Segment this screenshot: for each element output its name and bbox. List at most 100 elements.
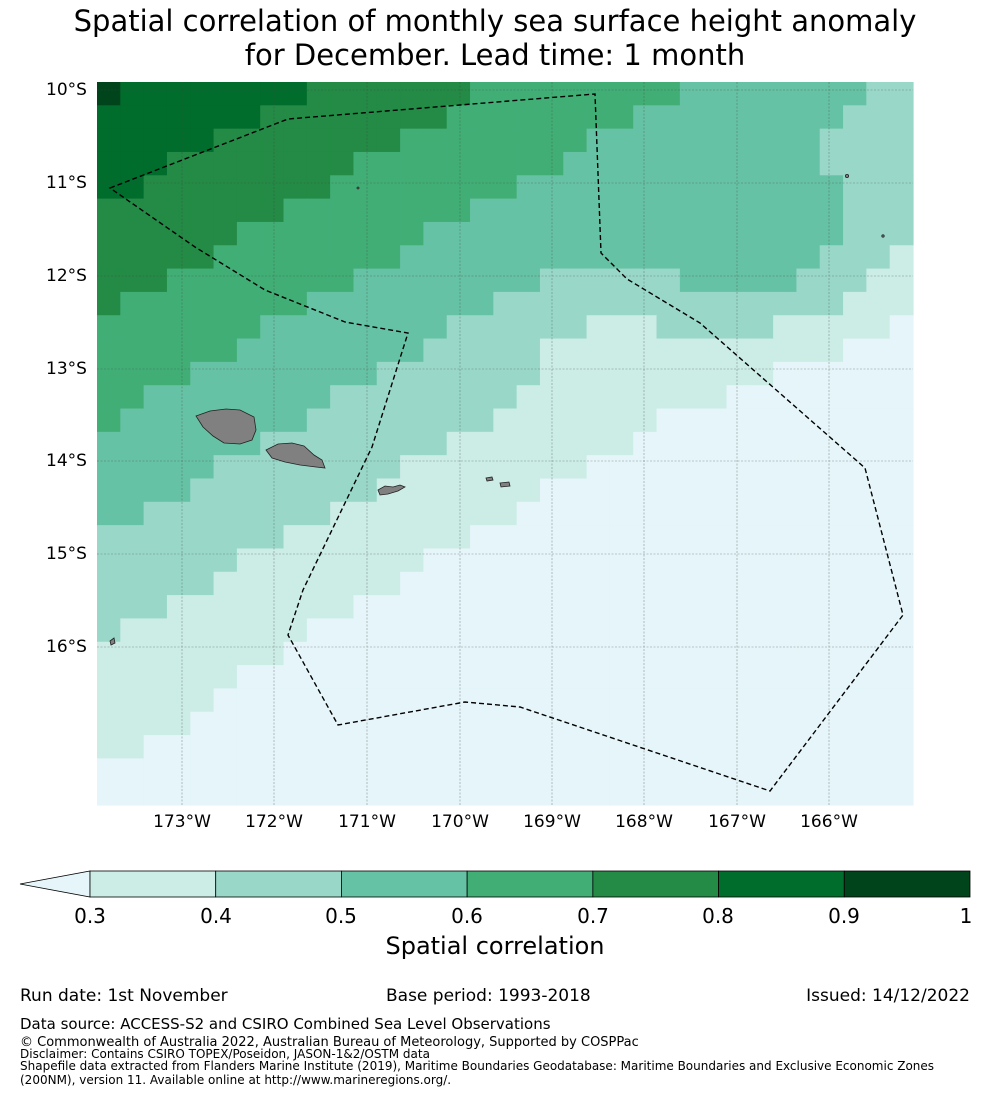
grid-cell [773, 221, 798, 246]
grid-cell [353, 315, 378, 340]
grid-cell [213, 175, 238, 200]
grid-cell [633, 711, 658, 736]
grid-cell [283, 408, 308, 433]
colorbar-tick-0.5: 0.5 [325, 904, 357, 928]
grid-cell [470, 198, 494, 223]
grid-cell [866, 665, 891, 689]
grid-cell [353, 105, 378, 130]
grid-cell [563, 595, 588, 620]
grid-cell [120, 338, 145, 363]
grid-cell [633, 82, 658, 106]
grid-cell [843, 151, 867, 176]
grid-cell [470, 268, 494, 293]
grid-cell [330, 455, 355, 480]
grid-cell [330, 758, 355, 783]
grid-cell [306, 221, 331, 246]
grid-cell [400, 268, 424, 293]
grid-cell [283, 151, 308, 176]
grid-cell [423, 781, 448, 806]
grid-cell [190, 198, 215, 223]
grid-cell [563, 105, 588, 130]
grid-cell [353, 385, 378, 410]
grid-cell [283, 361, 308, 386]
grid-cell [376, 105, 401, 130]
grid-cell [236, 618, 261, 643]
grid-cell [353, 688, 378, 713]
grid-cell [726, 618, 751, 643]
grid-cell [493, 758, 518, 783]
grid-cell [866, 221, 891, 246]
grid-cell [353, 478, 378, 503]
grid-cell [726, 175, 751, 200]
grid-cell [843, 525, 867, 550]
grid-cell [656, 82, 681, 106]
grid-cell [143, 338, 168, 363]
grid-cell [306, 385, 331, 410]
grid-cell [166, 221, 191, 246]
grid-cell [656, 548, 681, 573]
grid-cell [656, 338, 681, 363]
grid-cell [633, 735, 658, 759]
grid-cell [376, 82, 401, 106]
grid-cell [143, 455, 168, 480]
grid-cell [609, 128, 634, 153]
grid-cell [679, 408, 704, 433]
grid-cell [889, 268, 914, 293]
grid-cell [470, 175, 494, 200]
grid-cell [796, 128, 821, 153]
grid-cell [330, 385, 355, 410]
grid-cell [633, 385, 658, 410]
grid-cell [563, 501, 588, 526]
grid-cell [633, 105, 658, 130]
grid-cell [260, 268, 285, 293]
grid-cell [726, 105, 751, 130]
grid-cell [423, 711, 448, 736]
grid-cell [866, 128, 891, 153]
grid-cell [423, 735, 448, 759]
grid-cell [120, 735, 145, 759]
grid-cell [819, 198, 844, 223]
grid-cell [516, 408, 541, 433]
grid-cell [796, 665, 821, 689]
grid-cell [353, 128, 378, 153]
grid-cell [97, 221, 121, 246]
grid-cell [306, 501, 331, 526]
grid-cell [143, 151, 168, 176]
grid-cell [423, 618, 448, 643]
grid-cell [120, 711, 145, 736]
grid-cell [190, 431, 215, 456]
grid-cell [470, 548, 494, 573]
grid-cell [376, 338, 401, 363]
grid-cell [749, 151, 774, 176]
grid-cell [470, 595, 494, 620]
grid-cell [283, 595, 308, 620]
grid-cell [609, 151, 634, 176]
grid-cell [516, 618, 541, 643]
grid-cell [446, 688, 471, 713]
grid-cell [889, 221, 914, 246]
grid-cell [120, 82, 145, 106]
grid-cell [446, 595, 471, 620]
grid-cell [120, 665, 145, 689]
grid-cell [563, 245, 588, 270]
grid-cell [166, 525, 191, 550]
grid-cell [866, 781, 891, 806]
grid-cell [166, 268, 191, 293]
grid-cell [773, 268, 798, 293]
grid-cell [143, 245, 168, 270]
grid-cell [633, 571, 658, 596]
grid-cell [819, 571, 844, 596]
grid-cell [889, 128, 914, 153]
grid-cell [796, 735, 821, 759]
grid-cell [143, 128, 168, 153]
grid-cell [283, 758, 308, 783]
grid-cell [819, 525, 844, 550]
grid-cell [749, 431, 774, 456]
grid-cell [609, 291, 634, 316]
grid-cell [236, 455, 261, 480]
grid-cell [470, 455, 494, 480]
grid-cell [889, 781, 914, 806]
grid-cell [656, 571, 681, 596]
grid-cell [726, 431, 751, 456]
